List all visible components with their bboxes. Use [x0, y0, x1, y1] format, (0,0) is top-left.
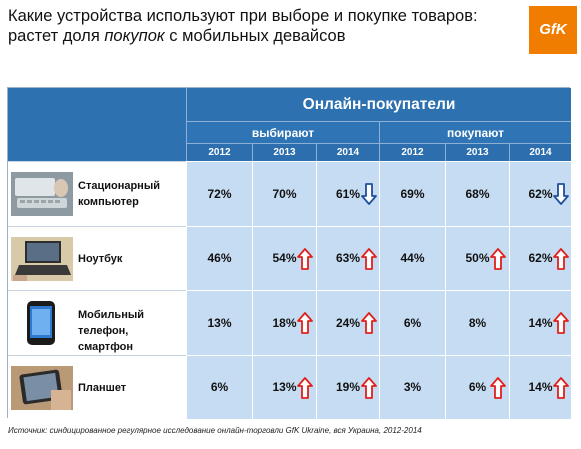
value-text: 19%: [335, 380, 361, 395]
arrow-up-icon: [360, 312, 377, 335]
arrow-up-icon: [553, 247, 569, 270]
row-label: Мобильный телефон, смартфон: [8, 290, 186, 355]
arrow-up-icon: [553, 376, 569, 399]
value-cell: 50%: [445, 225, 509, 290]
smartphone-icon: [11, 301, 73, 346]
value-cell: 19%: [316, 354, 379, 419]
laptop-icon: [11, 236, 73, 281]
value-text: 61%: [335, 186, 361, 201]
value-text: 6%: [468, 380, 487, 395]
title-line-2: растет доля покупок с мобильных девайсов: [8, 26, 508, 46]
arrow-up-icon: [297, 376, 313, 399]
header-year: 2013: [445, 143, 509, 161]
value-cell: 46%: [186, 225, 252, 290]
device-name: Планшет: [78, 381, 127, 394]
value-text: 68%: [465, 186, 490, 201]
value-cell: 14%: [509, 354, 571, 419]
device-name: Мобильный телефон, смартфон: [78, 309, 144, 354]
header-corner: [8, 88, 186, 161]
page-title: Какие устройства используют при выборе и…: [8, 6, 508, 46]
value-text: 62%: [528, 251, 553, 266]
desktop-computer-icon: [11, 172, 73, 217]
value-cell: 63%: [316, 225, 379, 290]
value-text: 18%: [272, 315, 297, 330]
value-text: 62%: [528, 186, 553, 201]
arrow-up-icon: [490, 376, 506, 399]
title-line-2-italic: покупок: [104, 27, 165, 45]
title-line-2-prefix: растет доля: [8, 27, 105, 45]
header-year: 2014: [316, 143, 379, 161]
arrow-down-icon: [360, 183, 377, 206]
value-text: 54%: [272, 251, 297, 266]
gfk-logo-text: GfK: [539, 21, 567, 38]
value-cell: 14%: [509, 290, 571, 355]
value-cell: 68%: [445, 161, 509, 226]
value-text: 14%: [528, 380, 553, 395]
row-label: Планшет: [8, 354, 186, 419]
value-cell: 24%: [316, 290, 379, 355]
value-cell: 54%: [252, 225, 316, 290]
row-label: Стационарный компьютер: [8, 161, 186, 226]
header-group-buy: покупают: [379, 121, 571, 143]
arrow-up-icon: [297, 312, 313, 335]
value-text: 44%: [400, 251, 425, 266]
value-cell: 44%: [379, 225, 445, 290]
value-cell: 18%: [252, 290, 316, 355]
arrow-up-icon: [360, 247, 377, 270]
header-group-choose: выбирают: [186, 121, 379, 143]
value-cell: 62%: [509, 225, 571, 290]
value-cell: 6%: [186, 354, 252, 419]
value-text: 63%: [335, 251, 361, 266]
tablet-icon: [11, 365, 73, 410]
value-cell: 13%: [252, 354, 316, 419]
value-text: 13%: [207, 315, 232, 330]
value-text: 69%: [400, 186, 425, 201]
header-year: 2013: [252, 143, 316, 161]
value-text: 3%: [403, 380, 422, 395]
header-year: 2012: [379, 143, 445, 161]
title-line-1: Какие устройства используют при выборе и…: [8, 7, 478, 25]
value-text: 72%: [207, 186, 232, 201]
value-text: 6%: [210, 380, 229, 395]
source-note: Источник: синдицированное регулярное исс…: [8, 426, 422, 435]
value-text: 46%: [207, 251, 232, 266]
value-cell: 61%: [316, 161, 379, 226]
device-name: Стационарный компьютер: [78, 180, 160, 209]
header-main: Онлайн-покупатели: [186, 88, 571, 121]
value-cell: 6%: [445, 354, 509, 419]
title-line-2-suffix: с мобильных девайсов: [164, 27, 346, 45]
devices-table: Онлайн-покупатели выбирают покупают 2012 201…: [7, 87, 571, 419]
value-cell: 69%: [379, 161, 445, 226]
arrow-down-icon: [553, 183, 569, 206]
value-cell: 13%: [186, 290, 252, 355]
value-text: 50%: [465, 251, 490, 266]
value-text: 6%: [403, 315, 422, 330]
gfk-logo: GfK: [529, 6, 577, 54]
device-name: Ноутбук: [78, 252, 123, 265]
value-cell: 3%: [379, 354, 445, 419]
header-year: 2014: [509, 143, 571, 161]
value-text: 14%: [528, 315, 553, 330]
header-year: 2012: [186, 143, 252, 161]
value-cell: 6%: [379, 290, 445, 355]
arrow-up-icon: [490, 247, 506, 270]
value-cell: 8%: [445, 290, 509, 355]
row-label: Ноутбук: [8, 225, 186, 290]
value-cell: 62%: [509, 161, 571, 226]
arrow-up-icon: [297, 247, 313, 270]
value-cell: 72%: [186, 161, 252, 226]
arrow-up-icon: [553, 312, 569, 335]
value-text: 70%: [272, 186, 297, 201]
value-cell: 70%: [252, 161, 316, 226]
arrow-up-icon: [360, 376, 377, 399]
value-text: 24%: [335, 315, 361, 330]
value-text: 13%: [272, 380, 297, 395]
value-text: 8%: [468, 315, 487, 330]
